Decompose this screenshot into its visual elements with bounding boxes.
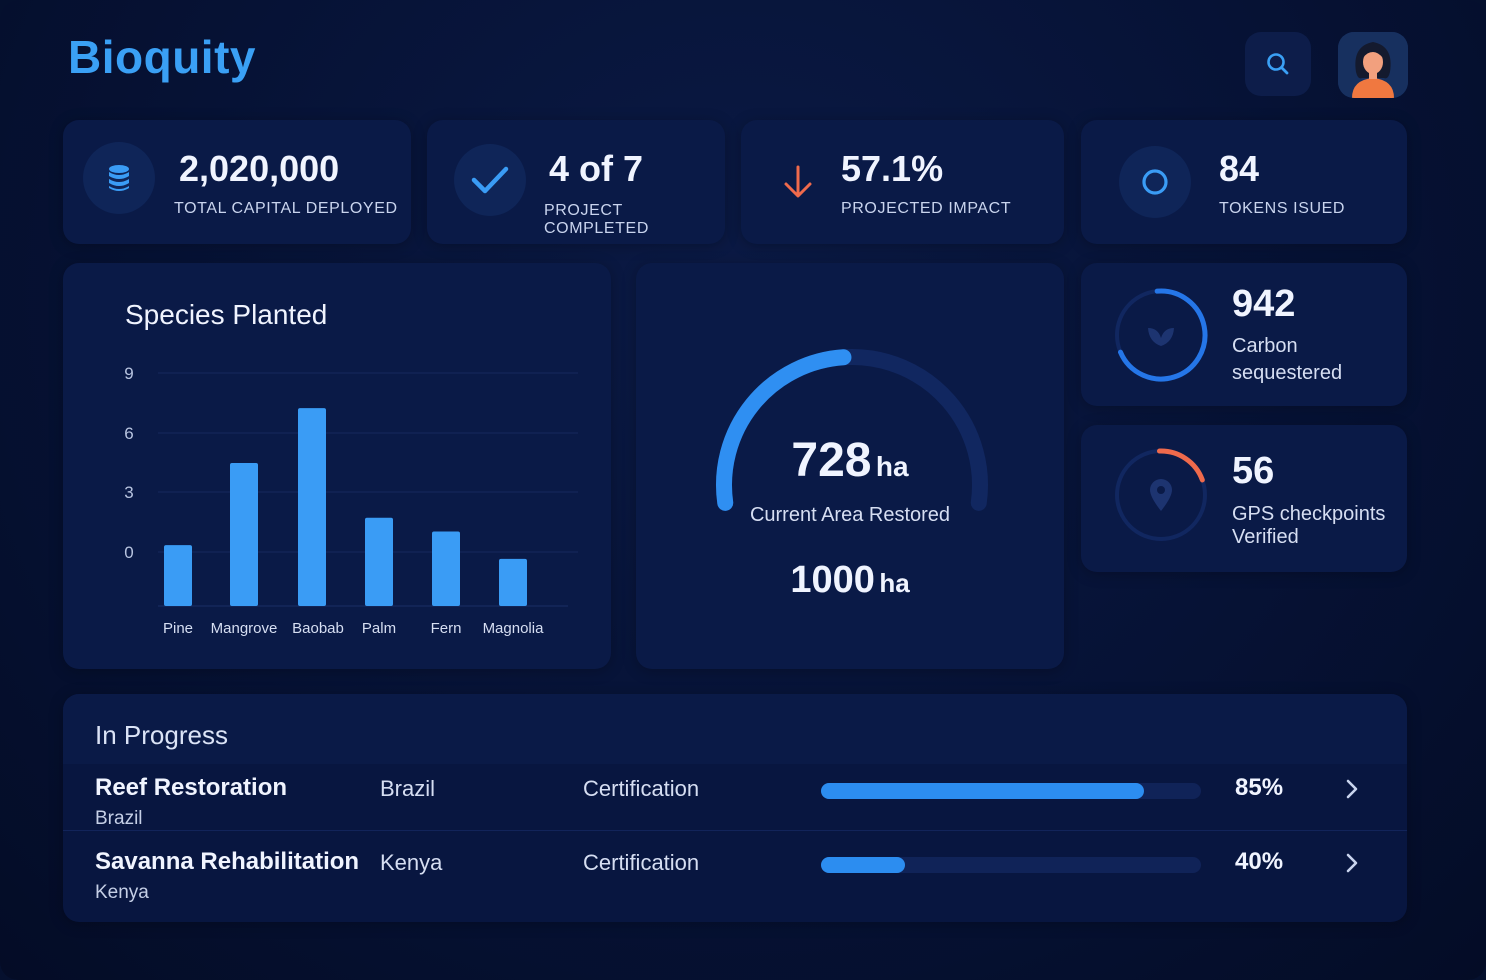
in-progress-panel: In Progress Reef Restoration Brazil Braz… (63, 694, 1407, 922)
bar-magnolia (499, 558, 527, 606)
stat-card-tokens: 84 TOKENS ISUED (1081, 120, 1407, 244)
gps-progress-ring (1115, 448, 1207, 541)
ring-fill (1156, 448, 1205, 483)
search-icon (1267, 53, 1289, 75)
ring-icon (1119, 146, 1191, 218)
carbon-card: 942 Carbon sequestered (1081, 263, 1407, 406)
stat-card-capital: 2,020,000 TOTAL CAPITAL DEPLOYED (63, 120, 411, 244)
bar-pine (164, 545, 192, 606)
x-tick-label: Palm (362, 620, 396, 637)
area-gauge (716, 349, 988, 511)
current-area-number: 728 (791, 434, 872, 487)
project-progress-fill (821, 783, 1144, 799)
target-area-unit: ha (879, 568, 910, 598)
gps-label-line2: Verified (1232, 526, 1299, 548)
project-stage: Certification (583, 850, 700, 875)
current-area-unit: ha (875, 451, 909, 482)
ring-fill (1117, 288, 1208, 382)
current-area-value: 728 ha (636, 433, 1064, 488)
user-avatar-button[interactable] (1338, 32, 1408, 98)
app-logo-title: Bioquity (68, 31, 256, 83)
project-row[interactable]: Reef Restoration Brazil Brazil Certifica… (63, 758, 1407, 830)
project-percent: 85% (1235, 774, 1284, 801)
arrow-down-icon (784, 165, 812, 198)
bar-fern (432, 531, 460, 606)
project-name: Reef Restoration (95, 774, 288, 801)
x-tick-label: Baobab (292, 620, 344, 637)
bar-baobab (298, 408, 326, 606)
stat-value: 4 of 7 (549, 148, 644, 189)
carbon-value: 942 (1232, 283, 1296, 325)
chevron-right-icon[interactable] (1341, 850, 1363, 876)
project-row[interactable]: Savanna Rehabilitation Kenya Kenya Certi… (63, 832, 1407, 904)
carbon-label-line2: sequestered (1232, 362, 1343, 384)
project-progress-bar (821, 783, 1201, 799)
in-progress-header-bg (63, 694, 1407, 764)
species-chart-card: Species Planted 9 6 3 0 Pine Mangrove Baobab Pa… (63, 263, 611, 669)
y-tick-label: 3 (124, 483, 133, 502)
bar-mangrove (230, 462, 258, 606)
project-name: Savanna Rehabilitation (95, 848, 360, 875)
project-percent: 40% (1235, 848, 1284, 875)
leaf-icon (1148, 328, 1174, 346)
species-bar-chart: 9 6 3 0 Pine Mangrove Baobab Palm Fern Magnolia (124, 364, 578, 637)
project-progress-bar (821, 857, 1201, 873)
project-progress-fill (821, 857, 905, 873)
stat-label: PROJECTED IMPACT (841, 200, 1012, 217)
project-stage: Certification (583, 776, 700, 801)
stat-label: PROJECT COMPLETED (544, 202, 649, 237)
gps-card: 56 GPS checkpoints Verified (1081, 425, 1407, 572)
stat-label: TOTAL CAPITAL DEPLOYED (174, 200, 398, 217)
project-location: Kenya (380, 850, 443, 875)
chevron-right-icon[interactable] (1341, 776, 1363, 802)
area-gauge-card: 728 ha Current Area Restored 1000 ha (636, 263, 1064, 669)
gps-value: 56 (1232, 450, 1275, 492)
bar-palm (365, 517, 393, 606)
y-tick-label: 9 (124, 364, 133, 383)
row-divider (63, 830, 1407, 831)
x-tick-label: Mangrove (211, 620, 278, 637)
gauge-fill (716, 349, 852, 511)
location-pin-icon (1150, 479, 1172, 511)
check-icon (454, 144, 526, 216)
project-location: Brazil (380, 776, 436, 801)
stat-value: 57.1% (841, 148, 944, 189)
target-area-number: 1000 (790, 559, 875, 601)
database-icon (83, 142, 155, 214)
project-subtitle: Kenya (95, 882, 149, 903)
target-area-value: 1000 ha (636, 559, 1064, 602)
search-button[interactable] (1245, 32, 1311, 96)
x-tick-label: Magnolia (483, 620, 545, 637)
current-area-label: Current Area Restored (749, 504, 951, 526)
chart-title: Species Planted (125, 299, 328, 330)
stat-label: TOKENS ISUED (1219, 200, 1346, 217)
avatar (1338, 32, 1408, 98)
gps-label-line1: GPS checkpoints (1232, 503, 1386, 525)
stat-value: 84 (1219, 148, 1260, 189)
project-subtitle: Brazil (95, 808, 143, 829)
stat-card-impact: 57.1% PROJECTED IMPACT (741, 120, 1064, 244)
x-tick-label: Fern (431, 620, 462, 637)
y-tick-label: 6 (124, 424, 133, 443)
x-tick-label: Pine (163, 620, 193, 637)
in-progress-title: In Progress (95, 720, 228, 750)
stat-value: 2,020,000 (179, 148, 340, 189)
carbon-label-line1: Carbon (1232, 335, 1298, 357)
y-tick-label: 0 (124, 543, 133, 562)
carbon-progress-ring (1115, 288, 1208, 382)
stat-card-projects: 4 of 7 PROJECT COMPLETED (427, 120, 725, 244)
